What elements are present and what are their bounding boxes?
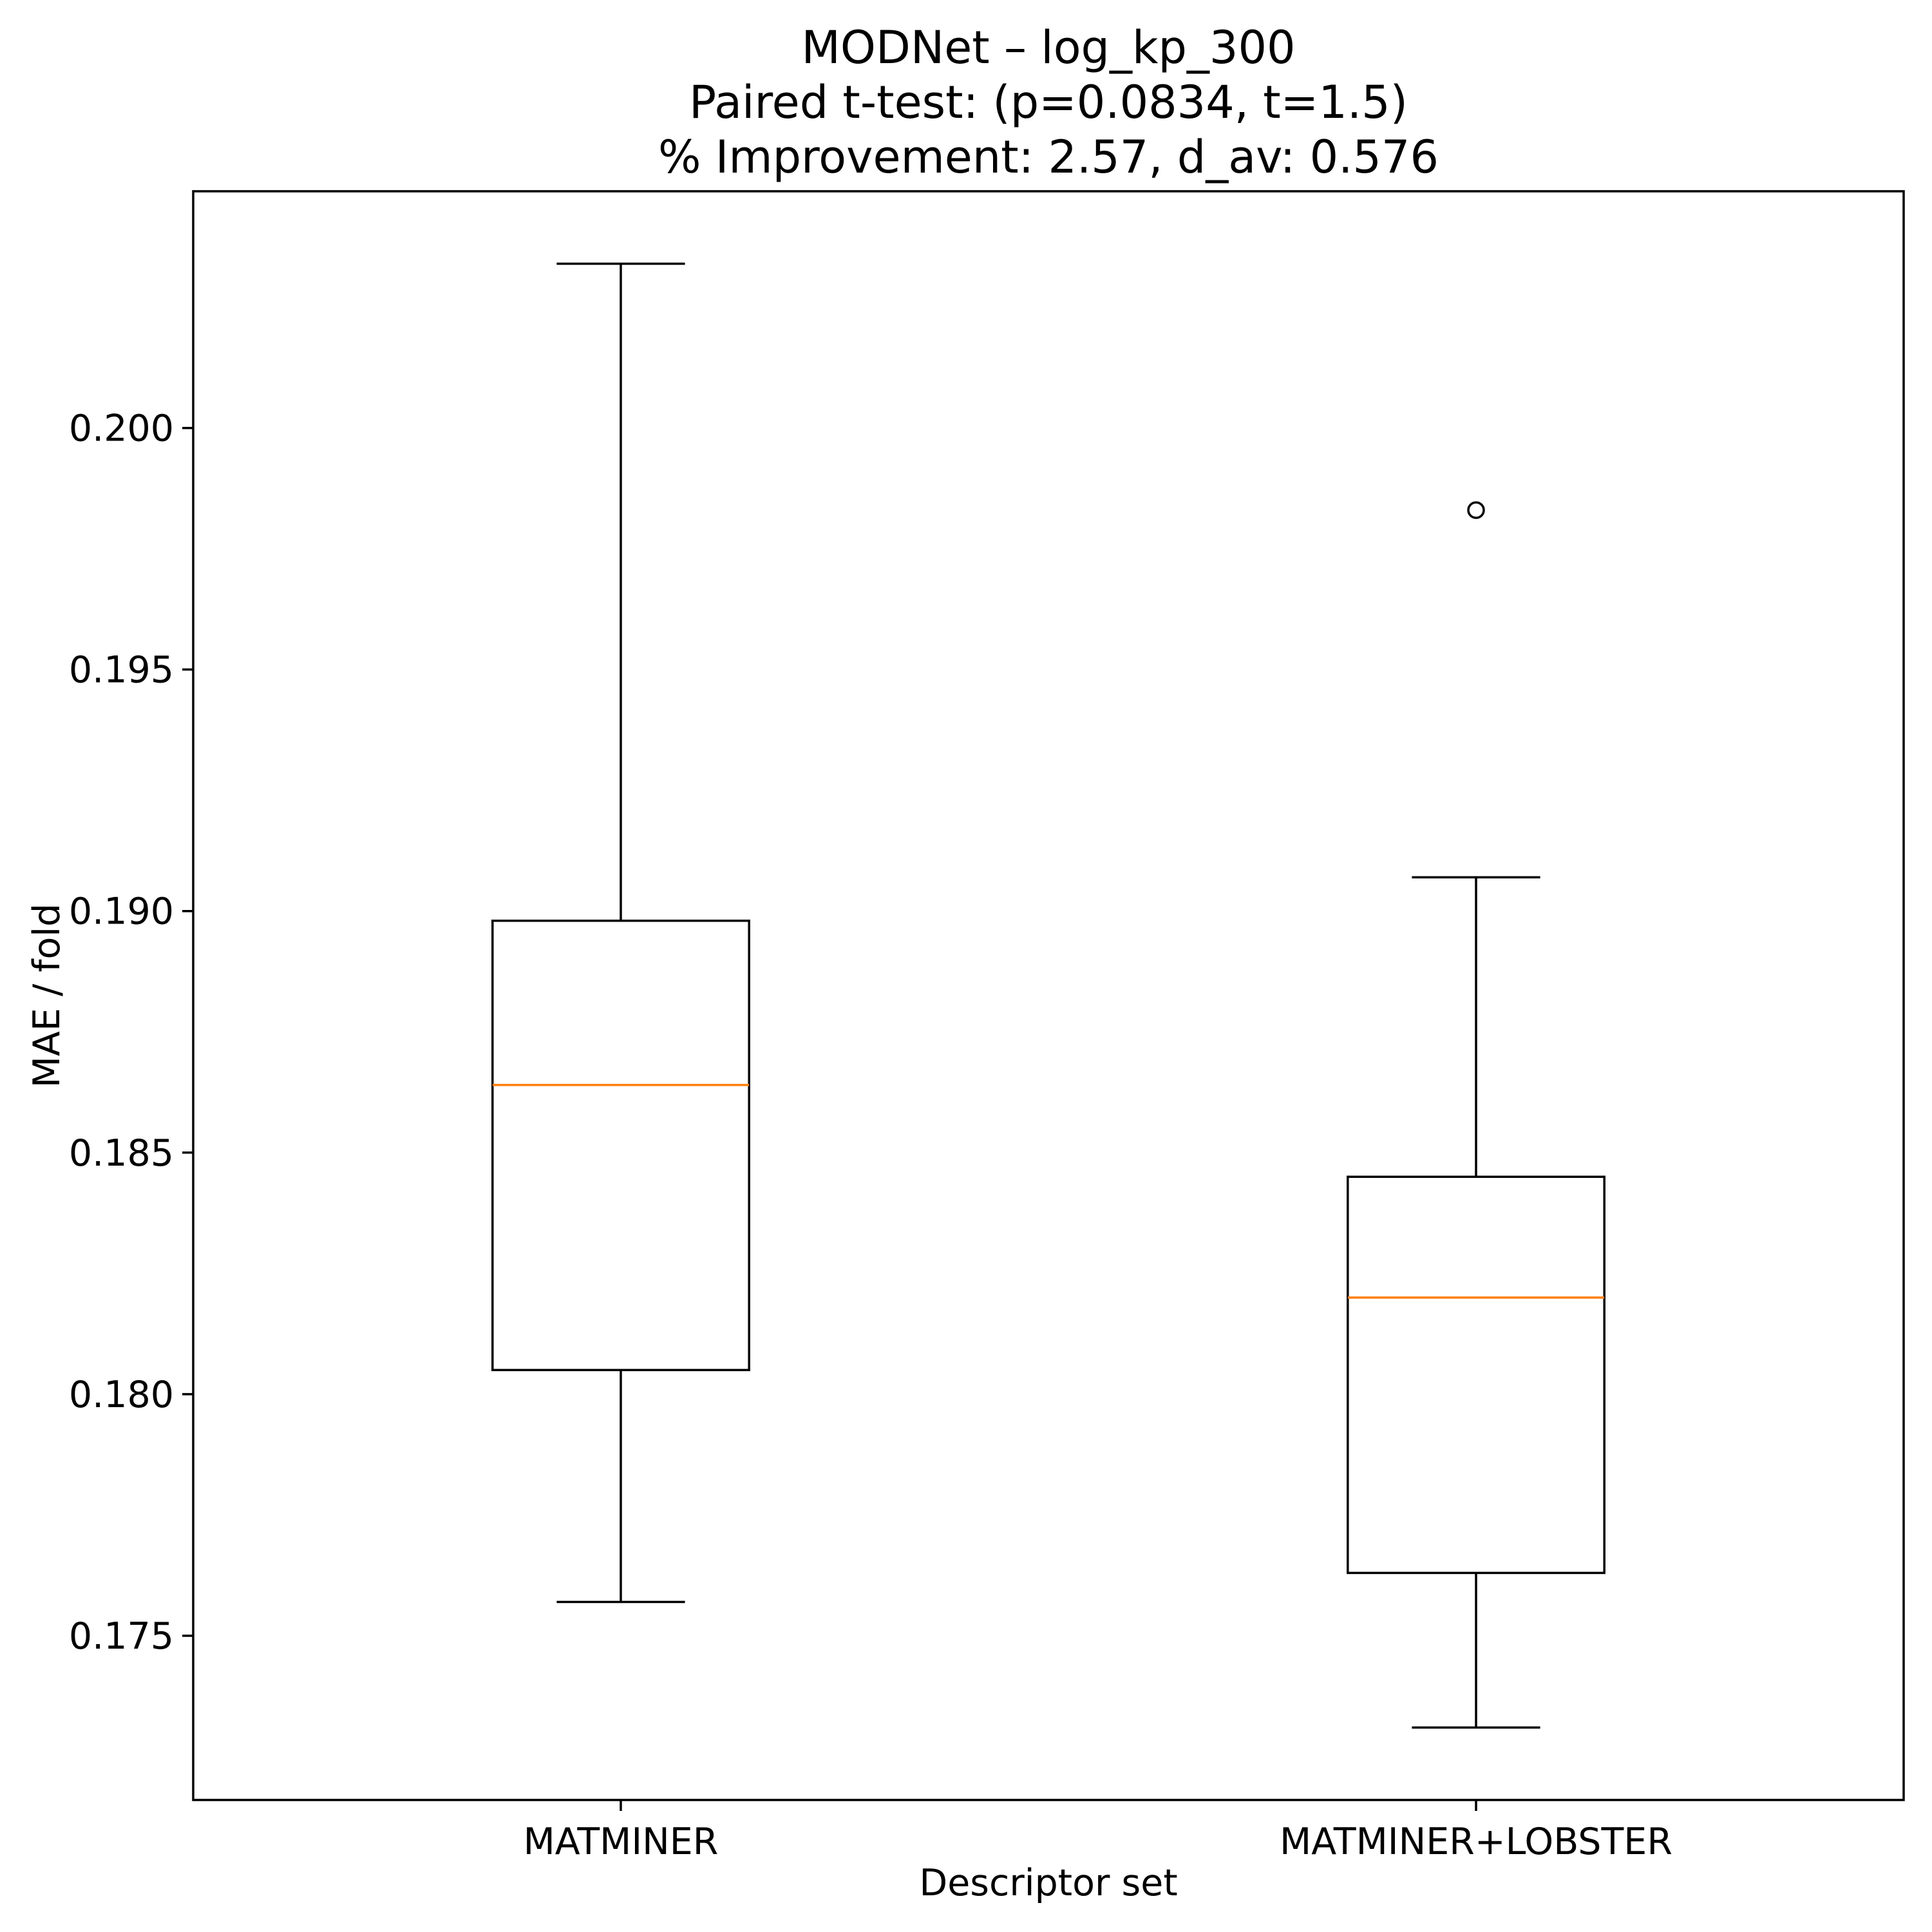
title-line-3: % Improvement: 2.57, d_av: 0.576: [658, 131, 1439, 184]
x-tick-label: MATMINER+LOBSTER: [1280, 1821, 1672, 1863]
y-tick-label: 0.195: [69, 649, 174, 692]
iqr-box: [1347, 1175, 1605, 1575]
box-series: [491, 262, 1605, 1729]
box-matminer-lobster: [1347, 501, 1605, 1729]
title-line-1: MODNet – log_kp_300: [801, 21, 1295, 74]
chart-title: MODNet – log_kp_300 Paired t-test: (p=0.…: [658, 21, 1439, 184]
x-axis-ticks: MATMINER MATMINER+LOBSTER: [524, 1800, 1672, 1863]
plot-area-frame: [192, 190, 1905, 1801]
y-axis-ticks: 0.175 0.180 0.185 0.190 0.195 0.200: [69, 408, 193, 1658]
y-tick-label: 0.185: [69, 1132, 174, 1175]
iqr-box: [491, 919, 750, 1372]
x-tick-label: MATMINER: [524, 1821, 719, 1863]
y-axis-label: MAE / fold: [26, 904, 68, 1088]
y-tick-label: 0.180: [69, 1374, 174, 1416]
x-axis-label: Descriptor set: [919, 1862, 1177, 1904]
title-line-2: Paired t-test: (p=0.0834, t=1.5): [689, 76, 1408, 129]
outlier-marker: [1467, 501, 1485, 519]
y-tick-label: 0.200: [69, 408, 174, 450]
y-tick-label: 0.175: [69, 1615, 174, 1658]
box-matminer: [491, 262, 750, 1604]
y-tick-label: 0.190: [69, 891, 174, 933]
